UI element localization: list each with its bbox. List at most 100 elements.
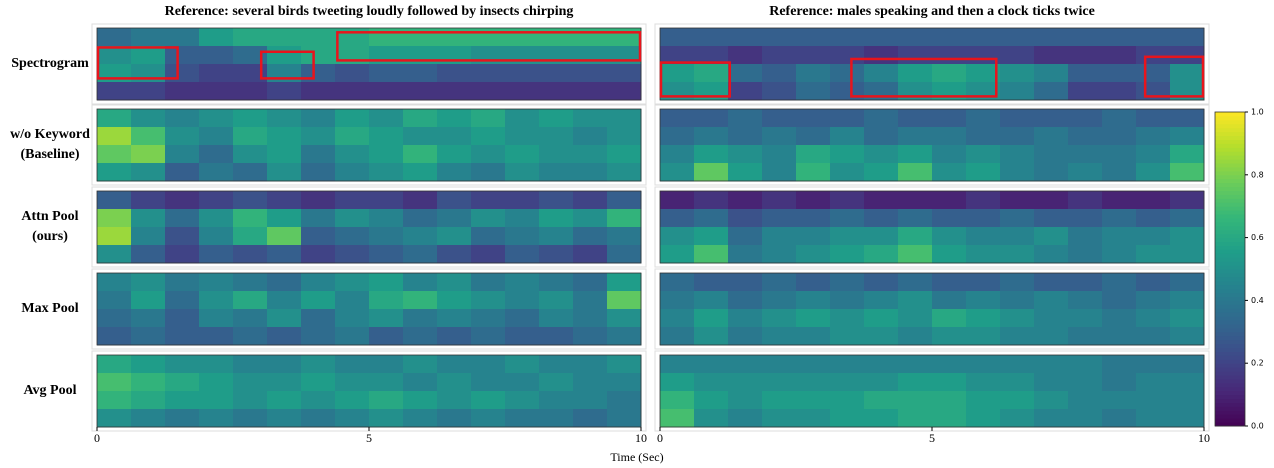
heat-cell xyxy=(165,209,200,228)
heat-cell xyxy=(267,373,302,392)
colorbar-swatch xyxy=(1215,351,1245,355)
heat-cell xyxy=(471,391,506,410)
heat-cell xyxy=(233,409,268,428)
heat-cell xyxy=(131,355,166,374)
heat-cell xyxy=(898,46,933,65)
heat-cell xyxy=(301,64,336,83)
heat-cell xyxy=(830,373,865,392)
heat-cell xyxy=(796,191,831,210)
heat-cell xyxy=(1068,64,1103,83)
heat-cell xyxy=(762,127,797,146)
heat-cell xyxy=(471,191,506,210)
heat-cell xyxy=(301,209,336,228)
column-title: Reference: males speaking and then a clo… xyxy=(769,4,1095,19)
colorbar-swatch xyxy=(1215,139,1245,143)
heat-cell xyxy=(898,273,933,292)
heat-cell xyxy=(369,391,404,410)
heat-cell xyxy=(1102,145,1137,164)
heat-cell xyxy=(335,391,370,410)
heat-cell xyxy=(539,163,574,182)
heat-cell xyxy=(573,145,608,164)
heat-cell xyxy=(864,355,899,374)
colorbar-swatch xyxy=(1215,387,1245,391)
colorbar-swatch xyxy=(1215,332,1245,336)
colorbar-swatch xyxy=(1215,277,1245,281)
heat-cell xyxy=(539,145,574,164)
heat-cell xyxy=(1102,327,1137,346)
heat-cell xyxy=(830,409,865,428)
heat-cell xyxy=(728,163,763,182)
heat-cell xyxy=(1000,191,1035,210)
heat-cell xyxy=(1034,191,1069,210)
heat-cell xyxy=(267,273,302,292)
heat-cell xyxy=(864,109,899,128)
heat-cell xyxy=(539,355,574,374)
colorbar-tick-label: 0.0 xyxy=(1251,422,1264,431)
heat-cell xyxy=(830,64,865,83)
heat-cell xyxy=(830,46,865,65)
heat-cell xyxy=(267,355,302,374)
heat-cell xyxy=(1136,28,1171,47)
heat-cell xyxy=(796,64,831,83)
heat-cell xyxy=(573,28,608,47)
heat-cell xyxy=(539,46,574,65)
heat-cell xyxy=(131,109,166,128)
heat-cell xyxy=(1102,391,1137,410)
colorbar-tick-label: 0.8 xyxy=(1251,170,1264,179)
heat-cell xyxy=(1034,273,1069,292)
row-label: Max Pool xyxy=(21,301,78,316)
colorbar-swatch xyxy=(1215,265,1245,269)
heat-cell xyxy=(165,245,200,264)
heat-cell xyxy=(165,409,200,428)
heat-cell xyxy=(694,82,729,101)
heat-cell xyxy=(762,191,797,210)
heat-cell xyxy=(660,355,695,374)
heat-cell xyxy=(694,209,729,228)
heat-cell xyxy=(660,373,695,392)
heat-cell xyxy=(830,209,865,228)
heat-cell xyxy=(796,327,831,346)
heat-cell xyxy=(335,46,370,65)
heat-cell xyxy=(233,28,268,47)
heat-cell xyxy=(694,309,729,328)
heat-cell xyxy=(830,355,865,374)
heat-cell xyxy=(830,127,865,146)
heat-cell xyxy=(607,227,642,246)
heat-cell xyxy=(830,391,865,410)
x-tick-label: 10 xyxy=(635,431,647,445)
heat-cell xyxy=(1136,309,1171,328)
heat-cell xyxy=(1068,109,1103,128)
heat-cell xyxy=(131,209,166,228)
colorbar-swatch xyxy=(1215,242,1245,246)
colorbar-swatch xyxy=(1215,214,1245,218)
heat-cell xyxy=(966,145,1001,164)
heat-cell xyxy=(199,245,234,264)
heat-cell xyxy=(539,309,574,328)
heat-cell xyxy=(1170,227,1205,246)
heat-cell xyxy=(932,145,967,164)
heat-cell xyxy=(694,145,729,164)
heat-cell xyxy=(796,245,831,264)
heat-cell xyxy=(796,209,831,228)
heat-cell xyxy=(1102,191,1137,210)
heat-cell xyxy=(573,109,608,128)
colorbar-swatch xyxy=(1215,285,1245,289)
heat-cell xyxy=(694,245,729,264)
colorbar-swatch xyxy=(1215,410,1245,414)
heat-cell xyxy=(403,163,438,182)
heat-cell xyxy=(694,409,729,428)
colorbar-swatch xyxy=(1215,210,1245,214)
heat-cell xyxy=(573,327,608,346)
heat-cell xyxy=(1068,291,1103,310)
colorbar-swatch xyxy=(1215,179,1245,183)
colorbar-swatch xyxy=(1215,253,1245,257)
colorbar-swatch xyxy=(1215,230,1245,234)
colorbar-swatch xyxy=(1215,363,1245,367)
heat-cell xyxy=(898,227,933,246)
colorbar-swatch xyxy=(1215,194,1245,198)
heat-cell xyxy=(796,145,831,164)
heat-cell xyxy=(301,145,336,164)
heat-cell xyxy=(573,409,608,428)
heat-cell xyxy=(1102,64,1137,83)
heat-cell xyxy=(131,373,166,392)
